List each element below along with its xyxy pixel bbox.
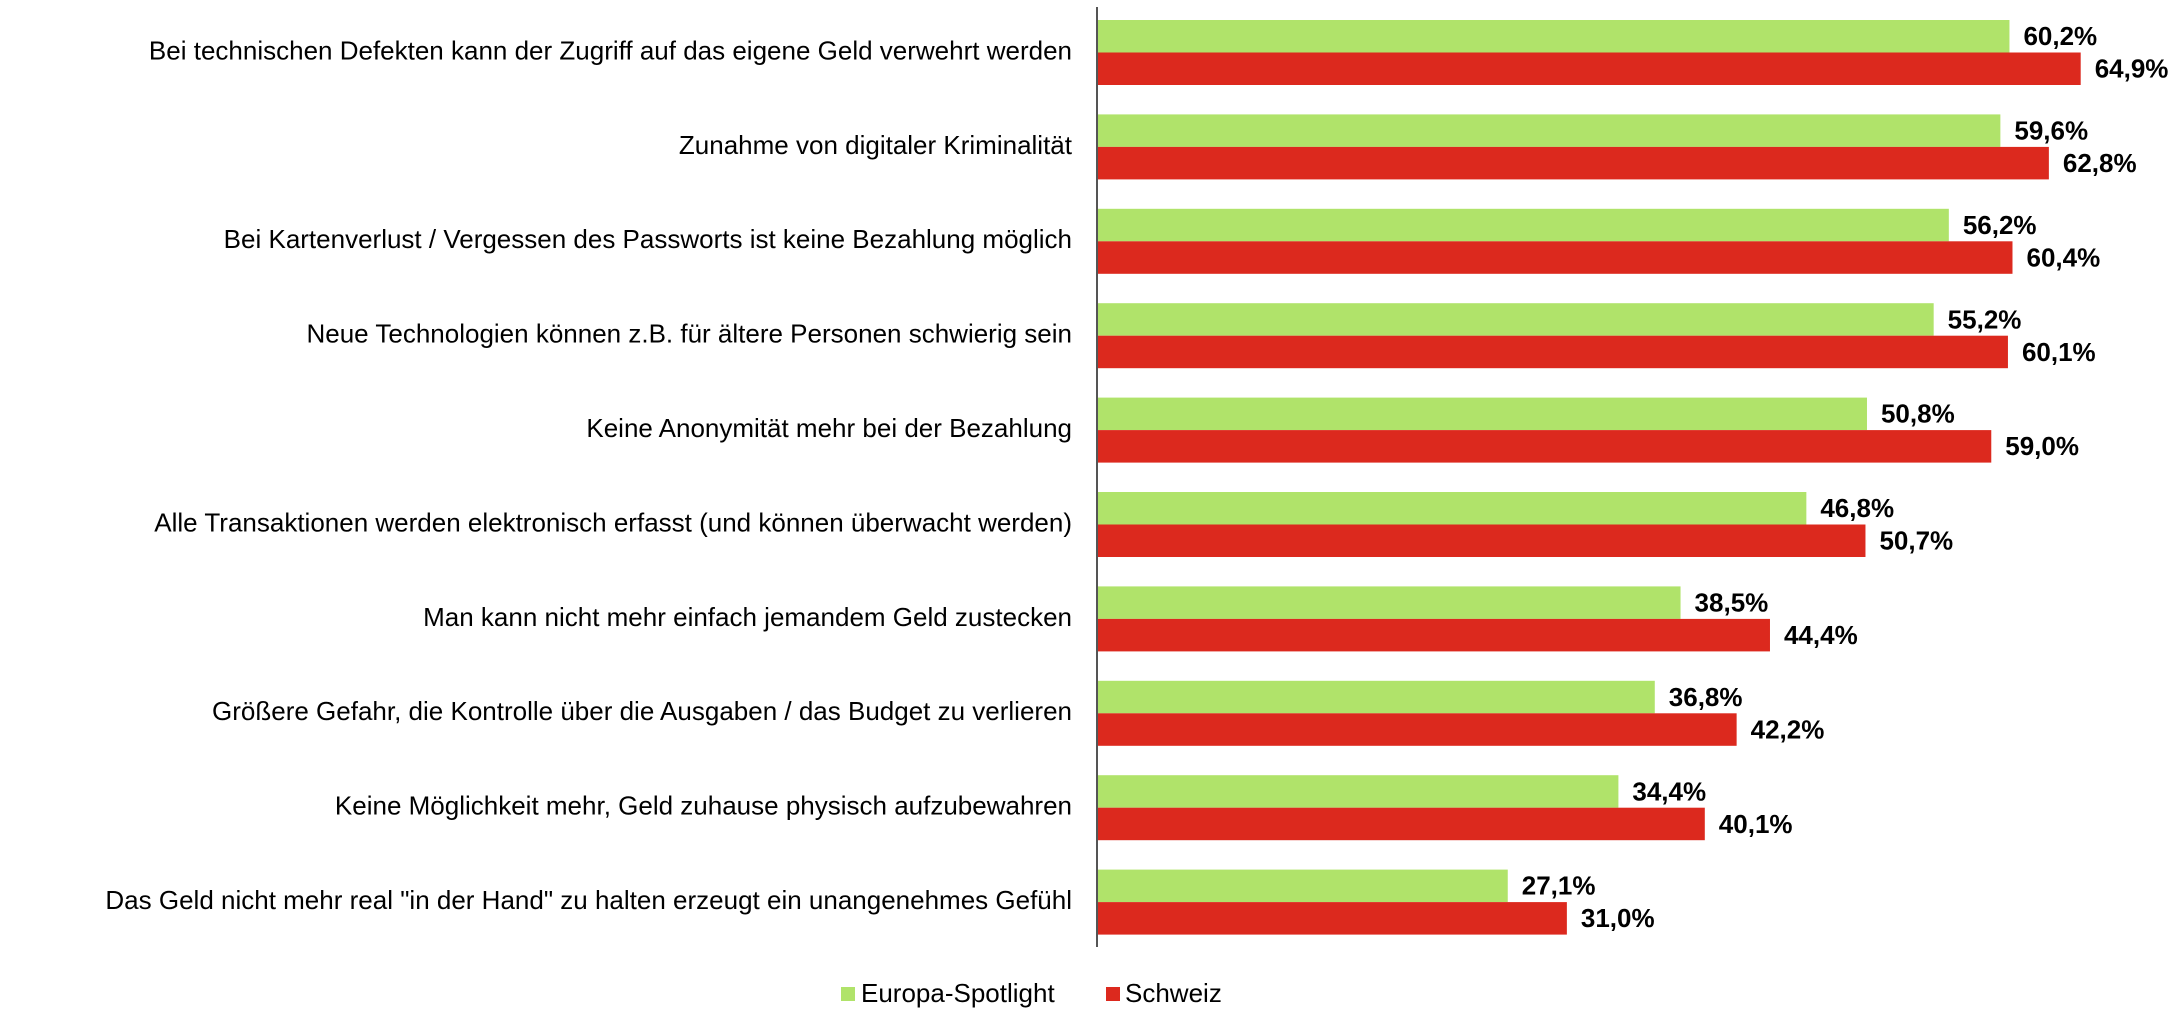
bar	[1097, 397, 1867, 431]
value-label: 44,4%	[1784, 620, 1858, 650]
bar	[1097, 775, 1619, 808]
value-label: 27,1%	[1522, 871, 1596, 901]
bar	[1097, 241, 2013, 274]
value-label: 31,0%	[1581, 903, 1655, 933]
value-label: 46,8%	[1820, 493, 1894, 523]
bar	[1097, 430, 1992, 463]
bar	[1097, 335, 2008, 369]
category-label: Das Geld nicht mehr real "in der Hand" z…	[105, 885, 1072, 915]
value-label: 34,4%	[1632, 776, 1706, 806]
value-label: 55,2%	[1948, 304, 2022, 334]
bar	[1097, 869, 1508, 903]
bar	[1097, 52, 2081, 85]
legend-swatch	[841, 987, 855, 1001]
value-label: 59,0%	[2005, 431, 2079, 461]
bar	[1097, 586, 1681, 619]
bar	[1097, 146, 2049, 180]
bar	[1097, 680, 1655, 714]
category-label: Keine Anonymität mehr bei der Bezahlung	[586, 413, 1072, 443]
bar	[1097, 524, 1866, 557]
value-label: 50,8%	[1881, 399, 1955, 429]
value-label: 60,1%	[2022, 337, 2096, 367]
category-label: Keine Möglichkeit mehr, Geld zuhause phy…	[335, 791, 1072, 821]
value-label: 36,8%	[1669, 682, 1743, 712]
bar	[1097, 114, 2001, 147]
value-label: 60,4%	[2026, 242, 2100, 272]
value-label: 50,7%	[1879, 526, 1953, 556]
bar	[1097, 902, 1567, 935]
bar	[1097, 807, 1705, 841]
legend-label: Schweiz	[1125, 978, 1222, 1008]
category-label: Man kann nicht mehr einfach jemandem Gel…	[423, 602, 1072, 632]
value-label: 56,2%	[1963, 210, 2037, 240]
value-label: 38,5%	[1695, 588, 1769, 618]
legend-swatch	[1106, 987, 1120, 1001]
value-label: 40,1%	[1719, 809, 1793, 839]
bar	[1097, 618, 1770, 652]
legend-label: Europa-Spotlight	[861, 978, 1055, 1008]
value-label: 64,9%	[2095, 54, 2169, 84]
category-label: Neue Technologien können z.B. für ältere…	[306, 319, 1072, 349]
bar	[1097, 492, 1807, 525]
value-label: 62,8%	[2063, 148, 2137, 178]
value-label: 59,6%	[2014, 116, 2088, 146]
category-label: Zunahme von digitaler Kriminalität	[679, 130, 1073, 160]
bar	[1097, 713, 1737, 746]
category-label: Größere Gefahr, die Kontrolle über die A…	[212, 696, 1072, 726]
category-label: Bei Kartenverlust / Vergessen des Passwo…	[224, 224, 1072, 254]
bar	[1097, 208, 1949, 242]
bar	[1097, 20, 2010, 53]
value-label: 60,2%	[2023, 21, 2097, 51]
category-label: Bei technischen Defekten kann der Zugrif…	[149, 35, 1072, 65]
bar	[1097, 303, 1934, 336]
value-label: 42,2%	[1751, 714, 1825, 744]
category-label: Alle Transaktionen werden elektronisch e…	[154, 507, 1072, 537]
